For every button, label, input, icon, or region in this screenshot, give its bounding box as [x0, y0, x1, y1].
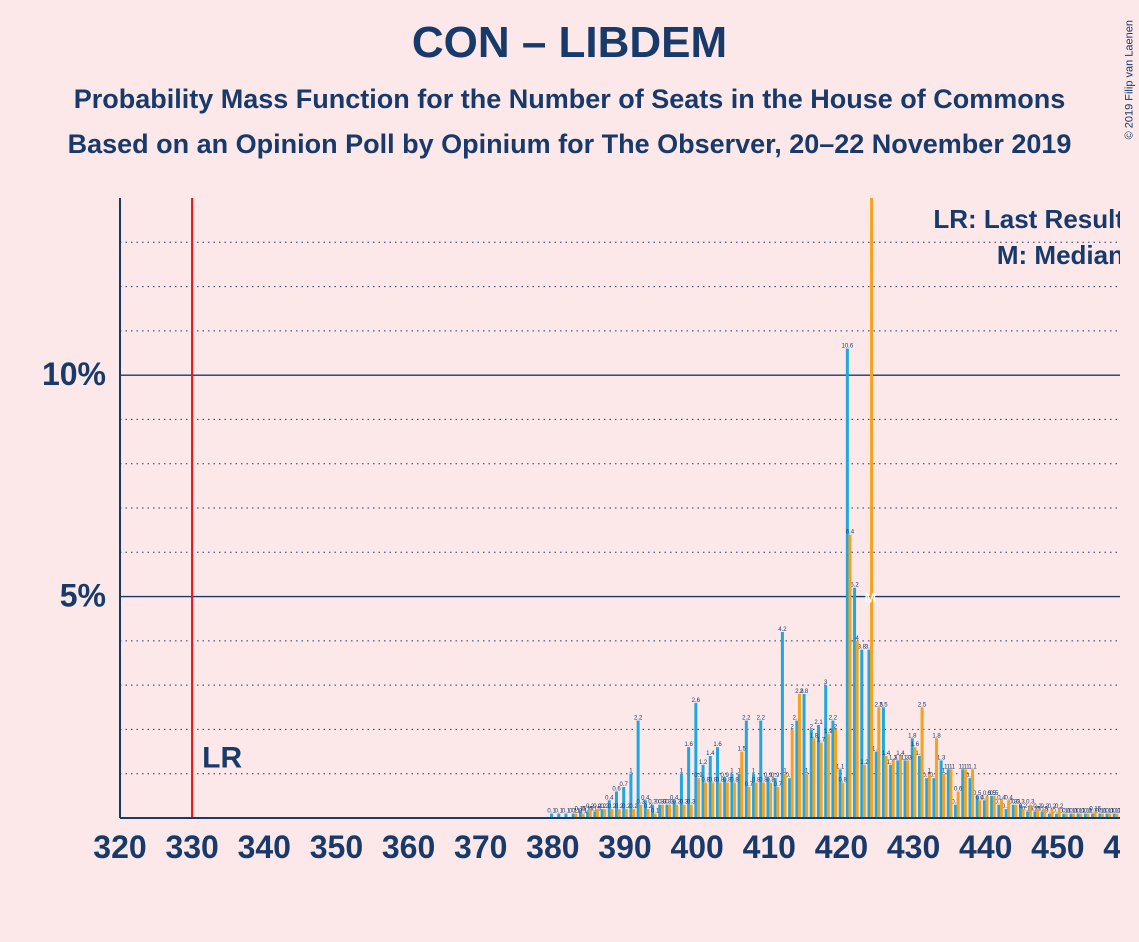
x-tick-label: 390: [598, 829, 651, 865]
svg-text:1.4: 1.4: [706, 751, 715, 757]
svg-text:0.7: 0.7: [620, 782, 629, 788]
svg-text:2.2: 2.2: [757, 716, 766, 722]
pmf-chart: 0.10.10.10.10.150.150.150.20.40.60.712.2…: [20, 198, 1120, 898]
svg-text:1.2: 1.2: [860, 760, 869, 766]
y-tick-label: 10%: [42, 356, 106, 392]
svg-text:1.1: 1.1: [947, 764, 956, 770]
svg-text:3: 3: [824, 680, 828, 686]
svg-text:1.8: 1.8: [908, 733, 917, 739]
svg-text:1.6: 1.6: [911, 742, 920, 748]
svg-text:2.5: 2.5: [875, 702, 884, 708]
svg-text:0.8: 0.8: [730, 778, 739, 784]
x-tick-label: 450: [1031, 829, 1084, 865]
x-tick-label: 380: [526, 829, 579, 865]
svg-text:1.6: 1.6: [713, 742, 722, 748]
svg-text:0.1: 0.1: [651, 809, 660, 815]
svg-text:0.4: 0.4: [605, 795, 614, 801]
svg-text:4: 4: [855, 636, 859, 642]
x-tick-label: 420: [815, 829, 868, 865]
svg-text:0.3: 0.3: [687, 800, 696, 806]
svg-text:1.5: 1.5: [738, 747, 747, 753]
titles-block: CON – LIBDEM Probability Mass Function f…: [0, 18, 1139, 160]
svg-text:2.1: 2.1: [814, 720, 823, 726]
svg-text:2: 2: [834, 724, 838, 730]
x-tick-label: 320: [93, 829, 146, 865]
svg-text:0.6: 0.6: [954, 786, 963, 792]
svg-text:2.8: 2.8: [795, 689, 804, 695]
x-tick-label: 400: [670, 829, 723, 865]
svg-text:2.2: 2.2: [829, 716, 838, 722]
x-tick-label: 430: [887, 829, 940, 865]
svg-text:1.9: 1.9: [824, 729, 833, 735]
svg-text:2.2: 2.2: [634, 716, 643, 722]
legend-m: M: Median: [997, 240, 1120, 270]
svg-text:1: 1: [752, 769, 756, 775]
svg-text:2.2: 2.2: [742, 716, 751, 722]
svg-text:1.1: 1.1: [968, 764, 977, 770]
svg-text:2.6: 2.6: [692, 698, 701, 704]
title-sub2: Based on an Opinion Poll by Opinium for …: [0, 129, 1139, 160]
svg-text:1.7: 1.7: [817, 738, 826, 744]
svg-text:1.2: 1.2: [699, 760, 708, 766]
x-tick-label: 440: [959, 829, 1012, 865]
svg-text:10.6: 10.6: [842, 344, 854, 350]
svg-text:6.4: 6.4: [846, 530, 855, 536]
x-tick-label: 330: [165, 829, 218, 865]
x-tick-label: 350: [310, 829, 363, 865]
svg-text:5.2: 5.2: [850, 583, 859, 589]
svg-text:1: 1: [680, 769, 684, 775]
svg-text:2: 2: [791, 724, 795, 730]
lr-inline-label: LR: [202, 742, 242, 775]
svg-text:0.1: 0.1: [1113, 809, 1120, 815]
copyright-label: © 2019 Filip van Laenen: [1123, 20, 1135, 139]
svg-text:1.6: 1.6: [684, 742, 693, 748]
legend-lr: LR: Last Result: [933, 204, 1120, 234]
title-main: CON – LIBDEM: [0, 18, 1139, 68]
chart-svg: 0.10.10.10.10.150.150.150.20.40.60.712.2…: [20, 198, 1120, 898]
svg-text:1.3: 1.3: [903, 755, 912, 761]
svg-text:1.3: 1.3: [937, 755, 946, 761]
x-tick-label: 360: [382, 829, 435, 865]
svg-text:0.8: 0.8: [839, 778, 848, 784]
svg-text:1: 1: [730, 769, 734, 775]
y-tick-label: 5%: [60, 578, 106, 614]
title-sub1: Probability Mass Function for the Number…: [0, 84, 1139, 115]
x-tick-label: 460: [1103, 829, 1120, 865]
svg-text:1.8: 1.8: [932, 733, 941, 739]
x-tick-label: 340: [238, 829, 291, 865]
svg-text:1.1: 1.1: [836, 764, 845, 770]
svg-text:2.5: 2.5: [918, 702, 927, 708]
svg-text:0.7: 0.7: [774, 782, 783, 788]
x-tick-label: 370: [454, 829, 507, 865]
x-tick-label: 410: [743, 829, 796, 865]
median-marker: M: [864, 590, 876, 606]
svg-text:4.2: 4.2: [778, 627, 787, 633]
